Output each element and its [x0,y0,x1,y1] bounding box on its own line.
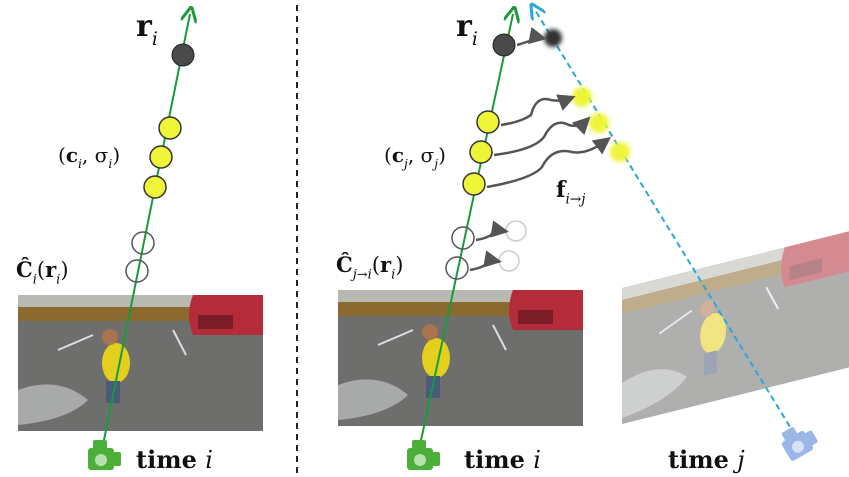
subscript: i [152,29,158,50]
sample [493,34,515,56]
subscript: i [472,29,478,50]
subscript: j→i [350,267,372,282]
photo [338,290,583,426]
label-text: ) [395,253,403,277]
time-label: time i [136,445,213,474]
camera [407,440,440,470]
figure: ri (ci, σi) Ĉi(ri) time i ri (cj, σj) fi… [0,0,849,477]
label-text: r [136,9,153,44]
label-text: ) [112,143,120,167]
camera-j [777,419,821,461]
samples [144,117,181,198]
label-text: c [392,143,404,167]
sample [172,44,194,66]
photo-j [622,231,849,424]
label-text: ( [37,258,45,282]
samples [463,111,499,195]
label-text: time [464,445,533,474]
sample-label: (cj, σj) [384,143,446,171]
label-text: i [533,446,541,474]
warped-samples [544,29,630,162]
label-text: , σ [408,143,435,167]
label-text: Ĉ [336,252,353,277]
label-text: ) [60,258,68,282]
label-text: ) [438,143,446,167]
render-label: Ĉi(ri) [16,257,69,287]
label-text: i [205,446,213,474]
label-text: c [66,143,78,167]
label-text: , σ [82,143,109,167]
time-label: time j [668,445,745,474]
label-text: ( [58,143,66,167]
sample-label: (ci, σi) [58,143,120,171]
label-text: time [136,445,205,474]
subscript: i→j [565,192,586,208]
label-text: Ĉ [16,257,33,282]
label-text: r [456,9,473,44]
ray-label: ri [136,9,158,50]
flow-label: fi→j [556,177,586,208]
label-text: ( [372,253,380,277]
warped-empty [499,221,526,271]
photo [18,295,263,431]
camera [88,440,121,470]
empty-samples [446,227,474,279]
label-text: time [668,445,737,474]
render-label: Ĉj→i(ri) [336,252,403,282]
time-label: time i [464,445,541,474]
ray-label: ri [456,9,478,50]
label-text: ( [384,143,392,167]
